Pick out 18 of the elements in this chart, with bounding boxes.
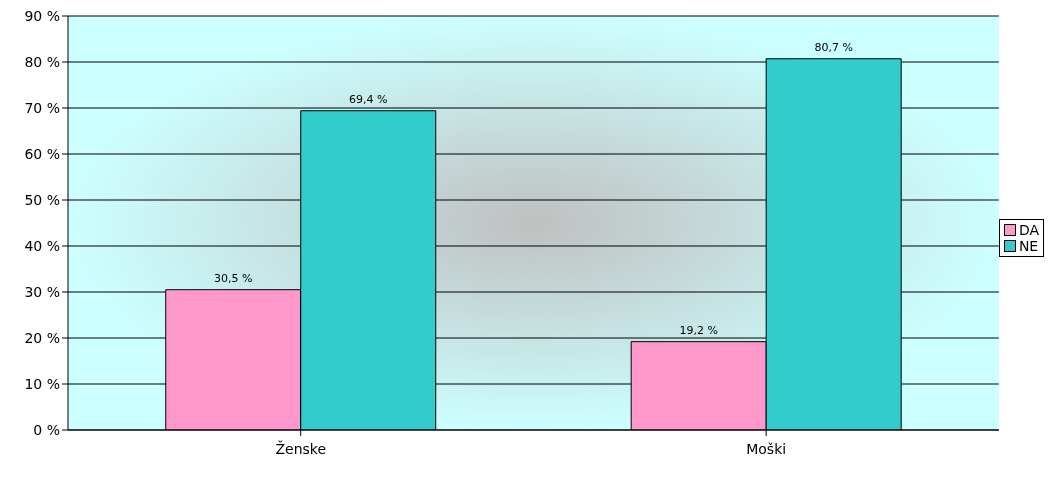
y-tick-label: 70 %: [24, 99, 60, 116]
y-tick-label: 50 %: [24, 191, 60, 208]
y-tick-label: 90 %: [24, 7, 60, 24]
y-tick-label: 80 %: [24, 53, 60, 70]
y-tick-label: 0 %: [33, 421, 60, 438]
x-tick-label: Ženske: [275, 439, 327, 457]
data-label: 80,7 %: [814, 40, 853, 54]
data-label: 19,2 %: [679, 323, 718, 337]
data-label: 30,5 %: [214, 271, 253, 285]
y-tick-label: 10 %: [24, 375, 60, 392]
data-label: 69,4 %: [349, 92, 388, 106]
x-tick-label: Moški: [746, 440, 787, 457]
y-tick-label: 40 %: [24, 237, 60, 254]
y-tick-label: 60 %: [24, 145, 60, 162]
legend-label: NE: [1018, 238, 1039, 254]
y-tick-label: 20 %: [24, 329, 60, 346]
y-tick-label: 30 %: [24, 283, 60, 300]
legend-label: DA: [1018, 222, 1039, 238]
